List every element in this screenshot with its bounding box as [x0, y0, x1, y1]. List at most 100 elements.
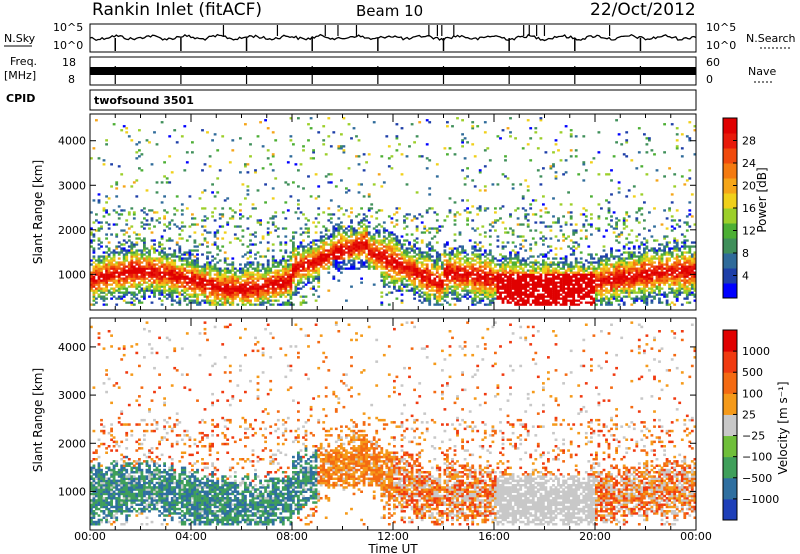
power-cell	[516, 235, 520, 238]
power-cell	[292, 235, 295, 238]
power-cell	[453, 213, 457, 216]
power-cell	[276, 275, 280, 278]
power-cell	[231, 275, 235, 278]
power-cell	[163, 247, 166, 250]
power-cell	[130, 261, 134, 264]
power-cell	[198, 283, 202, 286]
power-cell	[564, 171, 568, 174]
power-cell	[393, 261, 396, 264]
power-cell	[536, 289, 540, 292]
power-cell	[337, 231, 341, 234]
power-cell	[387, 165, 391, 168]
power-cell	[370, 245, 374, 248]
power-cell	[231, 291, 235, 294]
power-cell	[170, 283, 174, 286]
power-cell	[132, 253, 136, 256]
power-cell	[125, 255, 129, 258]
power-cell	[539, 253, 543, 256]
power-cell	[534, 127, 538, 130]
power-cell	[332, 235, 336, 238]
power-cell	[135, 255, 139, 258]
power-cell	[448, 265, 452, 268]
power-cell	[153, 291, 156, 294]
power-cell	[97, 269, 101, 272]
power-cell	[271, 261, 275, 264]
power-cell	[216, 231, 220, 234]
power-cell	[582, 213, 586, 216]
power-cell	[203, 293, 207, 296]
power-cell	[453, 281, 457, 284]
power-cell	[299, 243, 303, 246]
power-cell	[231, 149, 235, 152]
power-cell	[390, 217, 394, 220]
power-cell	[138, 299, 141, 302]
power-cell	[319, 263, 323, 266]
power-cell	[610, 255, 613, 258]
power-cell	[132, 269, 136, 272]
power-cell	[254, 289, 257, 292]
power-cell	[193, 273, 197, 276]
power-cell	[380, 271, 384, 274]
power-cell	[132, 295, 136, 298]
power-cell	[554, 247, 558, 250]
power-cell	[193, 223, 197, 226]
power-cell	[483, 295, 487, 298]
power-cell	[418, 267, 422, 270]
power-cell	[95, 263, 98, 266]
power-cell	[526, 185, 530, 188]
power-cell	[610, 287, 613, 290]
power-cell	[314, 231, 318, 234]
power-cell	[602, 297, 606, 300]
power-cell	[135, 157, 139, 160]
power-cell	[428, 295, 432, 298]
power-cell	[438, 225, 442, 228]
power-cell	[218, 279, 222, 282]
power-cell	[554, 283, 558, 286]
power-cell	[173, 251, 177, 254]
power-cell	[342, 253, 346, 256]
power-cell	[246, 297, 250, 300]
power-cell	[241, 295, 245, 298]
power-cell	[281, 301, 285, 304]
power-cell	[600, 301, 603, 304]
power-cell	[115, 195, 119, 198]
power-cell	[314, 197, 318, 200]
power-cell	[327, 117, 331, 120]
power-cell	[216, 289, 220, 292]
power-cell	[233, 267, 237, 270]
power-cell	[569, 217, 573, 220]
power-cell	[130, 185, 134, 188]
power-cell	[471, 219, 475, 222]
power-cell	[420, 257, 424, 260]
power-cell	[483, 303, 487, 306]
power-cell	[299, 295, 303, 298]
power-cell	[549, 263, 553, 266]
power-cell	[443, 289, 447, 292]
power-cell	[289, 301, 293, 304]
power-cell	[584, 273, 588, 276]
power-cell	[160, 291, 164, 294]
power-cell	[289, 297, 293, 300]
power-cell	[218, 297, 222, 300]
power-cell	[362, 213, 366, 216]
power-cell	[269, 163, 273, 166]
power-cell	[279, 291, 283, 294]
power-cell	[420, 277, 424, 280]
power-cell	[120, 269, 124, 272]
power-cell	[499, 279, 502, 282]
power-cell	[241, 297, 245, 300]
power-cell	[251, 287, 255, 290]
power-cell	[466, 291, 469, 294]
power-cell	[155, 191, 159, 194]
power-cell	[584, 295, 588, 298]
power-cell	[160, 257, 164, 260]
power-cell	[542, 265, 545, 268]
power-cell	[486, 295, 490, 298]
power-cell	[380, 265, 384, 268]
power-cell	[488, 261, 492, 264]
power-cell	[201, 191, 204, 194]
power-cell	[481, 283, 485, 286]
power-cell	[572, 275, 576, 278]
power-cell	[516, 281, 520, 284]
power-cell	[312, 243, 315, 246]
